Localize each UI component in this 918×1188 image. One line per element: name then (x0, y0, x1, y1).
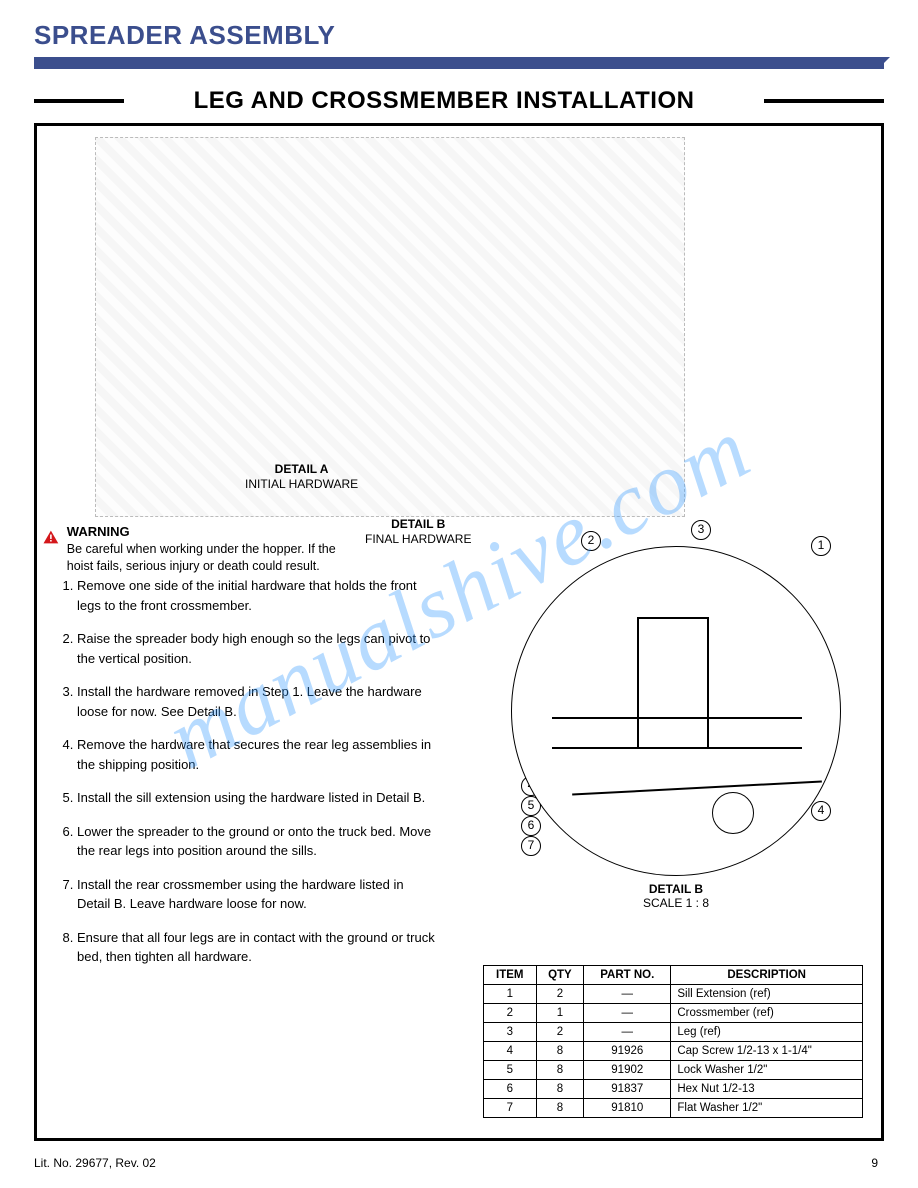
steps-column: Remove one side of the initial hardware … (55, 576, 435, 981)
main-figure: DETAIL A INITIAL HARDWARE DETAIL B FINAL… (55, 142, 863, 542)
rule-right (764, 99, 884, 103)
table-row: 32—Leg (ref) (484, 1023, 863, 1042)
section-title: LEG AND CROSSMEMBER INSTALLATION (138, 87, 750, 115)
step-item: Ensure that all four legs are in contact… (77, 928, 435, 967)
callout-4r: 4 (811, 801, 831, 821)
table-row: 7891810Flat Washer 1/2" (484, 1099, 863, 1118)
callout-3: 3 (691, 520, 711, 540)
table-row: 21—Crossmember (ref) (484, 1004, 863, 1023)
table-row: 6891837Hex Nut 1/2-13 (484, 1080, 863, 1099)
table-header-row: ITEM QTY PART NO. DESCRIPTION (484, 966, 863, 985)
step-item: Lower the spreader to the ground or onto… (77, 822, 435, 861)
detail-a-label: DETAIL A INITIAL HARDWARE (245, 462, 358, 492)
footer-pageno: 9 (871, 1156, 878, 1170)
table-row: 4891926Cap Screw 1/2-13 x 1-1/4" (484, 1042, 863, 1061)
warning-body: Be careful when working under the hopper… (67, 541, 343, 575)
col-partno: PART NO. (584, 966, 671, 985)
table-row: 5891902Lock Washer 1/2" (484, 1061, 863, 1080)
detail-b-figure: 2 3 1 4 5 6 7 4 DETAIL B SCALE 1 : (491, 526, 861, 910)
detail-circle (511, 546, 841, 876)
callout-1: 1 (811, 536, 831, 556)
header-rule (34, 57, 884, 69)
warning-heading: WARNING (67, 524, 343, 539)
warning-block: WARNING Be careful when working under th… (43, 524, 343, 575)
hopper-drawing-placeholder (95, 137, 685, 517)
footer-docid: Lit. No. 29677, Rev. 02 (34, 1156, 156, 1170)
section-heading: LEG AND CROSSMEMBER INSTALLATION (34, 87, 884, 115)
parts-table: ITEM QTY PART NO. DESCRIPTION 12—Sill Ex… (483, 965, 863, 1118)
content-frame: DETAIL A INITIAL HARDWARE DETAIL B FINAL… (34, 123, 884, 1141)
callout-2: 2 (581, 531, 601, 551)
page-title: SPREADER ASSEMBLY (34, 20, 884, 51)
detail-b-caption: DETAIL B SCALE 1 : 8 (491, 882, 861, 910)
col-qty: QTY (536, 966, 584, 985)
step-item: Remove the hardware that secures the rea… (77, 735, 435, 774)
step-item: Install the hardware removed in Step 1. … (77, 682, 435, 721)
step-item: Remove one side of the initial hardware … (77, 576, 435, 615)
step-item: Install the rear crossmember using the h… (77, 875, 435, 914)
detail-b-label: DETAIL B FINAL HARDWARE (365, 517, 471, 547)
step-item: Raise the spreader body high enough so t… (77, 629, 435, 668)
warning-icon (43, 524, 59, 550)
table-row: 12—Sill Extension (ref) (484, 985, 863, 1004)
col-item: ITEM (484, 966, 537, 985)
col-desc: DESCRIPTION (671, 966, 863, 985)
rule-left (34, 99, 124, 103)
step-item: Install the sill extension using the har… (77, 788, 435, 808)
